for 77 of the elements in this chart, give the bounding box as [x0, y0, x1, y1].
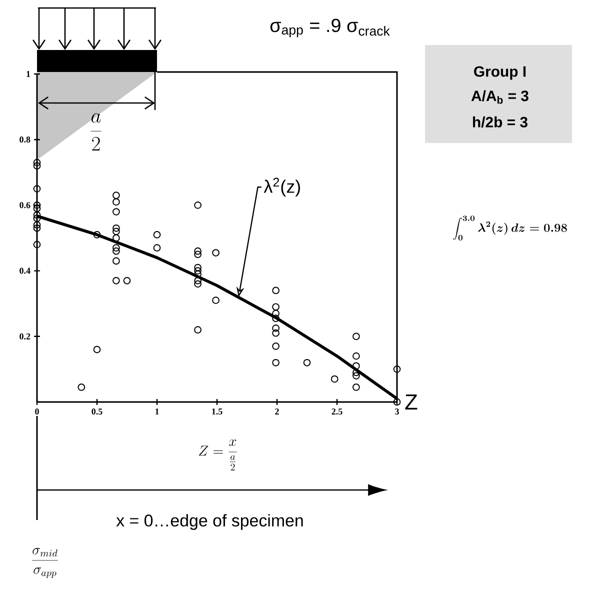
point — [93, 346, 101, 354]
text: h/2b = 3 — [473, 116, 528, 128]
point — [112, 224, 120, 232]
text: λ$^{2}$(z) — [264, 178, 300, 197]
point — [352, 372, 360, 380]
point — [33, 202, 41, 209]
y-tick-label: 0.8 — [20, 136, 30, 143]
text: x = 0…edge of specimen — [116, 514, 303, 530]
text: $\frac{\sigma_{mid}}{\sigma_{app}}$ — [32, 548, 58, 578]
point — [153, 244, 161, 252]
point — [33, 240, 41, 248]
text: $Z = \frac{x}{\frac{a}{2}}$ — [198, 440, 237, 470]
point — [194, 276, 202, 284]
point — [194, 280, 202, 288]
point — [112, 234, 120, 242]
x-tick-label: 1.5 — [212, 408, 222, 415]
point — [212, 296, 220, 304]
x-axis-title: Z — [405, 394, 418, 410]
x-tick-label: 0.5 — [92, 408, 102, 415]
point — [194, 326, 202, 334]
point — [272, 342, 280, 350]
x-tick-label: 0 — [35, 408, 39, 415]
point — [330, 375, 338, 383]
point — [272, 303, 280, 311]
point — [112, 208, 120, 216]
point — [352, 352, 360, 360]
point — [194, 267, 202, 274]
point — [33, 162, 41, 170]
text: σ$_{app}$ = .9 σ$_{crack}$ — [270, 18, 390, 38]
x-tick-label: 2.5 — [332, 408, 342, 415]
point — [352, 362, 360, 370]
point — [78, 384, 86, 391]
annotation: $\frac{a}{2}$ — [90, 113, 102, 151]
point — [33, 204, 41, 212]
point — [352, 332, 360, 340]
text: A/A$_{b}$ = 3 — [471, 90, 528, 104]
y-tick-label: 1 — [26, 71, 30, 77]
point — [393, 398, 401, 406]
point — [112, 276, 120, 284]
point — [123, 276, 131, 284]
x-tick-label: 3 — [395, 408, 399, 415]
point — [153, 231, 161, 238]
point — [272, 358, 280, 366]
point — [33, 224, 41, 232]
point — [303, 358, 311, 366]
point — [352, 384, 360, 391]
point — [93, 231, 101, 238]
point — [212, 249, 220, 256]
point — [112, 198, 120, 206]
point — [33, 214, 41, 222]
point — [112, 247, 120, 255]
point — [112, 257, 120, 265]
point — [272, 329, 280, 337]
point — [272, 314, 280, 322]
y-tick-label: 0.4 — [20, 268, 30, 274]
point — [33, 185, 41, 192]
x-tick-label: 1 — [155, 408, 159, 414]
point — [194, 264, 202, 272]
point — [112, 228, 120, 236]
point — [272, 286, 280, 294]
y-tick-label: 0.6 — [20, 202, 30, 208]
point — [352, 368, 360, 376]
text: Group I — [474, 66, 526, 80]
point — [33, 221, 41, 229]
point — [194, 247, 202, 255]
point — [112, 192, 120, 200]
point — [393, 366, 401, 373]
point — [272, 310, 280, 318]
point — [112, 244, 120, 252]
point — [194, 250, 202, 258]
point — [33, 211, 41, 219]
point — [272, 324, 280, 332]
text: $\int_0^{3.0} \lambda^2(z)\,dz = 0.98$ — [453, 216, 567, 240]
y-tick-label: 0.2 — [20, 333, 30, 340]
point — [33, 158, 41, 166]
x-tick-label: 2 — [275, 408, 279, 414]
point — [194, 202, 202, 209]
